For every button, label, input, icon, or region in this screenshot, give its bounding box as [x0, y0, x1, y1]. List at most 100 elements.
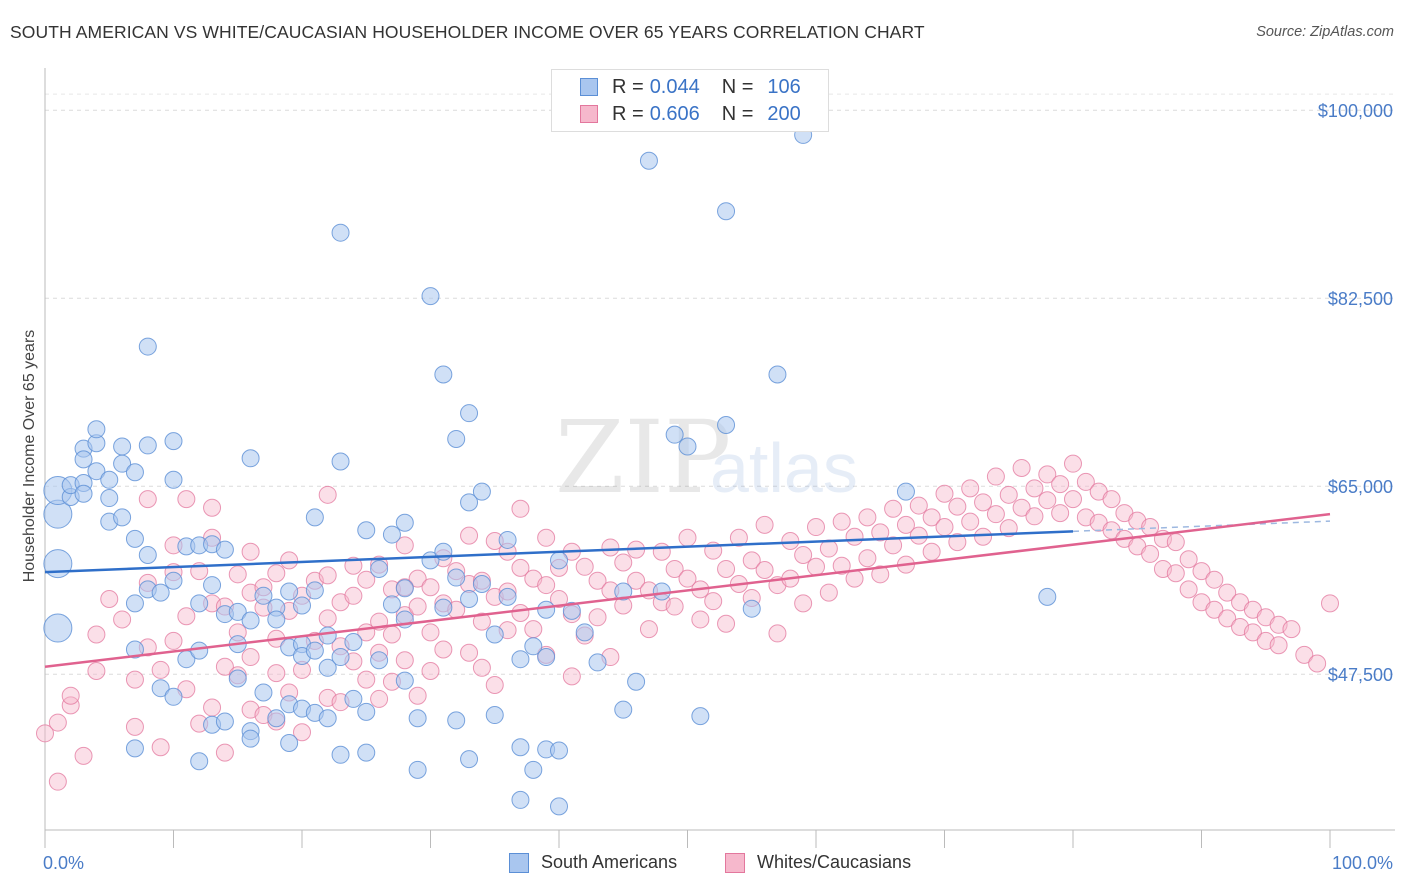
trend-line-south-americans — [44, 530, 1074, 574]
data-point-whites — [1076, 472, 1095, 491]
data-point-south-americans — [639, 151, 658, 170]
x-tick-label: 100.0% — [1332, 853, 1393, 873]
data-point-south-americans — [575, 623, 594, 642]
data-point-south-americans — [43, 613, 73, 643]
data-point-whites — [215, 657, 234, 676]
data-point-south-americans — [896, 482, 915, 501]
data-point-whites — [87, 625, 106, 644]
data-point-whites — [575, 557, 594, 576]
data-point-south-americans — [267, 709, 286, 728]
data-point-whites — [1321, 594, 1339, 613]
watermark: ZIP atlas — [555, 399, 858, 516]
legend-r-value: 0.044 — [649, 75, 700, 98]
data-point-south-americans — [190, 641, 209, 660]
data-point-whites — [382, 625, 401, 644]
data-point-south-americans — [318, 658, 337, 677]
data-point-south-americans — [331, 452, 350, 471]
data-point-whites — [948, 497, 967, 516]
data-point-south-americans — [460, 750, 479, 769]
data-point-whites — [768, 624, 787, 643]
data-point-whites — [1205, 570, 1224, 589]
data-point-south-americans — [100, 489, 119, 508]
y-tick-label: $65,000 — [1328, 477, 1393, 497]
y-tick-label: $47,500 — [1328, 665, 1393, 685]
data-point-whites — [1141, 518, 1160, 537]
data-point-whites — [961, 512, 980, 531]
data-point-south-americans — [190, 752, 209, 771]
data-point-whites — [318, 485, 337, 504]
data-point-whites — [999, 485, 1018, 504]
data-point-whites — [485, 675, 504, 694]
data-point-south-americans — [305, 508, 324, 527]
data-point-whites — [794, 545, 813, 564]
data-point-south-americans — [550, 741, 568, 760]
data-point-whites — [1025, 507, 1044, 526]
data-point-whites — [100, 590, 119, 609]
legend-row-south-americans: R = 0.044 N = 106 — [580, 75, 801, 99]
data-point-whites — [395, 536, 414, 555]
data-point-whites — [717, 559, 736, 578]
data-point-whites — [871, 523, 890, 542]
bottom-legend-whites[interactable]: Whites/Caucasians — [725, 852, 911, 873]
data-point-south-americans — [460, 590, 479, 609]
data-point-whites — [370, 689, 389, 708]
data-point-whites — [986, 505, 1005, 524]
data-point-south-americans — [421, 287, 440, 306]
data-point-south-americans — [331, 745, 350, 764]
data-point-south-americans — [254, 683, 273, 702]
legend-r-label: R = — [612, 75, 644, 98]
data-point-whites — [215, 743, 234, 762]
data-point-south-americans — [318, 626, 337, 645]
data-point-south-americans — [318, 709, 337, 728]
data-point-south-americans — [472, 574, 491, 593]
data-point-south-americans — [228, 602, 247, 621]
legend-swatch-pink — [580, 105, 598, 123]
data-point-whites — [48, 713, 67, 732]
data-point-whites — [1166, 533, 1185, 552]
data-point-whites — [524, 620, 543, 639]
data-point-south-americans — [498, 587, 517, 606]
data-point-south-americans — [498, 530, 517, 549]
data-point-south-americans — [1038, 587, 1057, 606]
legend-r-value: 0.606 — [649, 102, 700, 125]
data-point-south-americans — [382, 595, 401, 614]
data-point-whites — [151, 660, 170, 679]
y-tick-label: $82,500 — [1328, 289, 1393, 309]
data-point-whites — [1295, 645, 1314, 664]
data-point-south-americans — [524, 760, 543, 779]
data-point-whites — [511, 499, 530, 518]
data-point-south-americans — [138, 545, 157, 564]
legend-swatch-blue — [580, 78, 598, 96]
data-point-whites — [1179, 580, 1198, 599]
data-point-whites — [1141, 544, 1160, 563]
data-point-south-americans — [627, 672, 646, 691]
data-point-whites — [922, 508, 941, 527]
data-point-whites — [884, 499, 903, 518]
data-point-south-americans — [562, 601, 581, 620]
data-point-south-americans — [241, 729, 260, 748]
data-point-whites — [1038, 465, 1057, 484]
data-point-whites — [755, 515, 774, 534]
data-point-whites — [807, 557, 825, 576]
data-point-south-americans — [485, 706, 504, 725]
data-point-whites — [472, 658, 491, 677]
data-point-south-americans — [305, 641, 324, 660]
bottom-legend-south-americans[interactable]: South Americans — [509, 852, 677, 873]
data-point-south-americans — [43, 549, 73, 579]
data-point-south-americans — [524, 637, 543, 656]
legend-n-label: N = — [721, 75, 754, 98]
data-point-south-americans — [293, 596, 311, 615]
data-point-whites — [588, 571, 607, 590]
data-point-whites — [1012, 498, 1031, 517]
data-point-whites — [896, 515, 915, 534]
data-point-south-americans — [125, 529, 144, 548]
data-point-whites — [935, 518, 954, 537]
data-point-whites — [421, 623, 440, 642]
data-point-south-americans — [678, 437, 697, 456]
data-point-south-americans — [742, 599, 761, 618]
data-point-south-americans — [305, 581, 324, 600]
data-point-whites — [819, 583, 838, 602]
data-point-whites — [357, 670, 376, 689]
data-point-south-americans — [537, 600, 556, 619]
